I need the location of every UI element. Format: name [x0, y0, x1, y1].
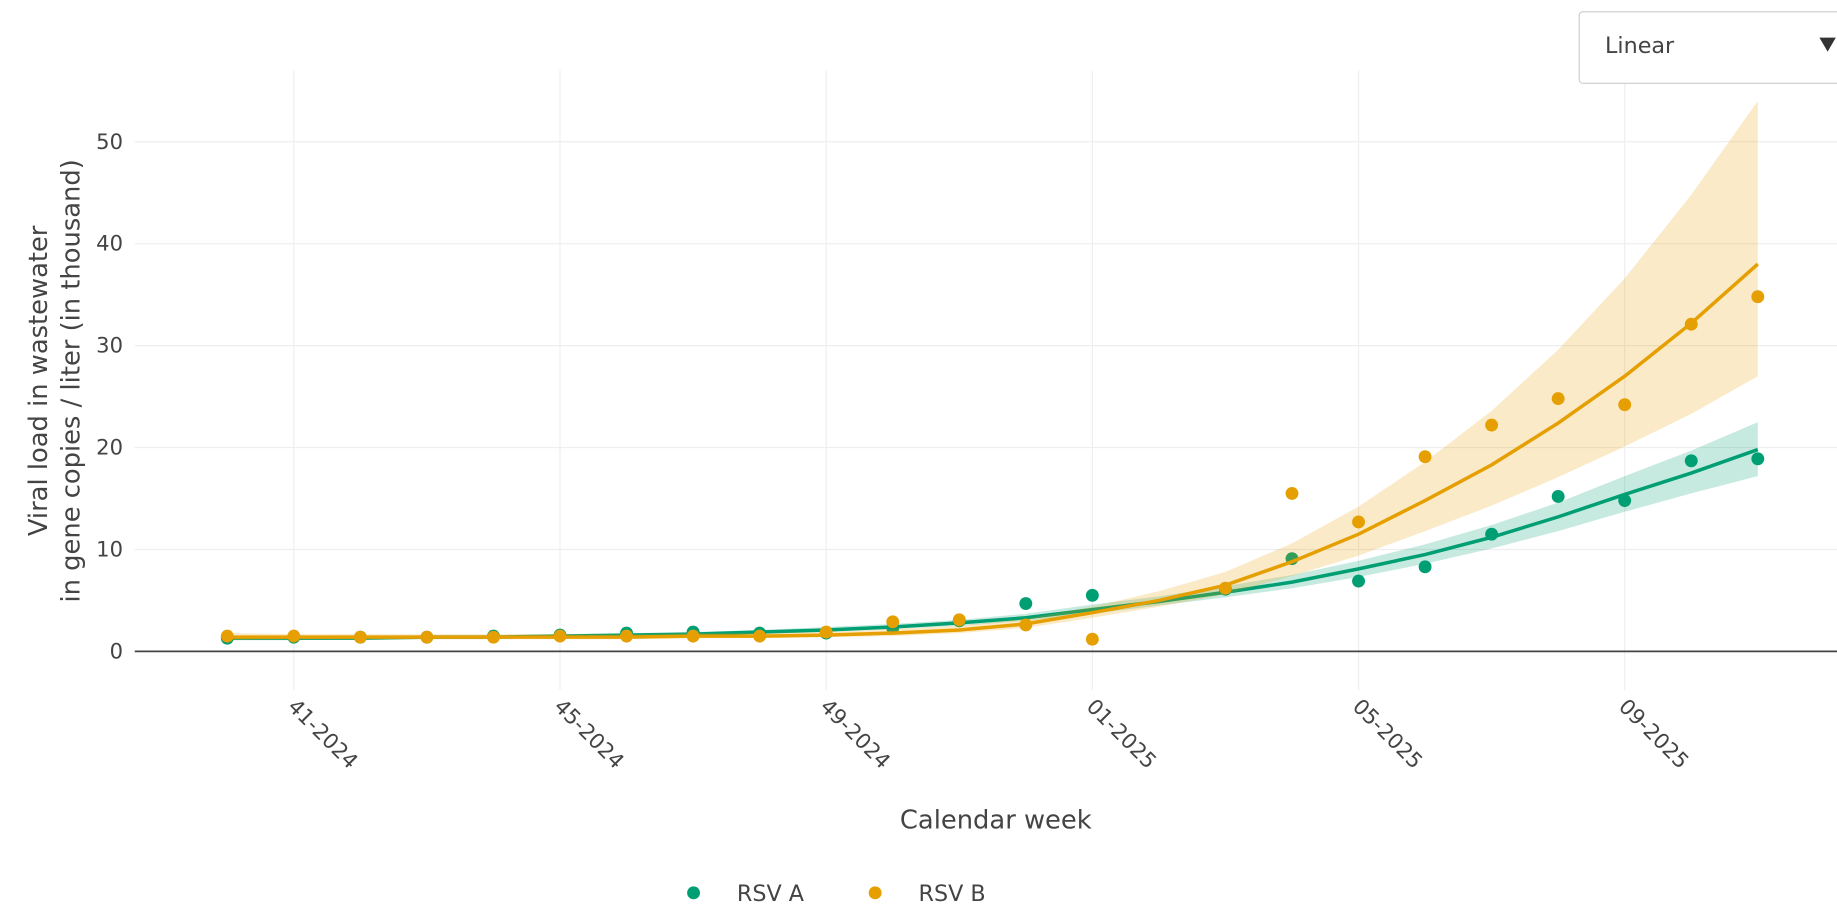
- legend-label: RSV A: [737, 881, 805, 907]
- y-tick-label: 50: [96, 129, 123, 154]
- data-point: [1485, 418, 1499, 432]
- data-point: [1684, 317, 1698, 331]
- confidence-band: [227, 100, 1758, 641]
- data-point: [553, 629, 567, 643]
- y-tick-label: 10: [96, 537, 123, 562]
- dropdown-label[interactable]: Linear: [1605, 33, 1675, 59]
- legend-marker: [868, 886, 882, 900]
- data-point: [420, 630, 434, 644]
- data-point: [1019, 618, 1033, 632]
- x-tick-label: 45-2024: [549, 694, 629, 774]
- data-point: [1418, 450, 1432, 464]
- data-point: [1019, 597, 1033, 610]
- data-point: [220, 629, 234, 643]
- data-point: [1085, 588, 1099, 602]
- y-tick-label: 40: [96, 231, 123, 256]
- x-tick-label: 41-2024: [283, 694, 363, 774]
- data-point: [1751, 290, 1765, 304]
- data-point: [952, 613, 966, 627]
- dropdown-box[interactable]: [1578, 11, 1837, 84]
- x-tick-label: 09-2025: [1614, 694, 1694, 774]
- x-tick-label: 49-2024: [816, 694, 896, 774]
- x-tick-label: 05-2025: [1348, 694, 1428, 774]
- data-point: [487, 630, 500, 644]
- legend-marker: [687, 886, 701, 900]
- data-point: [686, 629, 700, 643]
- data-point: [886, 615, 900, 629]
- x-tick-label: 01-2025: [1082, 694, 1162, 774]
- data-point: [1085, 632, 1099, 646]
- data-point: [1618, 494, 1632, 508]
- y-axis-title: in gene copies / liter (in thousand): [57, 159, 87, 602]
- fit-line: [227, 262, 1759, 639]
- y-tick-label: 30: [96, 333, 123, 358]
- x-axis-title: Calendar week: [900, 805, 1092, 835]
- data-point: [1418, 560, 1432, 574]
- y-tick-label: 20: [96, 435, 123, 460]
- data-point: [1751, 452, 1765, 466]
- data-point: [620, 629, 633, 643]
- data-point: [1352, 574, 1365, 588]
- data-point: [1485, 527, 1499, 541]
- data-point: [1285, 486, 1299, 500]
- y-tick-label: 0: [110, 638, 123, 663]
- data-point: [1551, 392, 1565, 406]
- dropdown-arrow[interactable]: [1819, 37, 1836, 52]
- plot-area: 41-2024 45-2024 49-2024 01-2025 05-2025 09-20…: [96, 70, 1837, 774]
- data-point: [1219, 581, 1232, 595]
- data-point: [1618, 398, 1632, 412]
- legend-label: RSV B: [919, 881, 986, 907]
- dropdown[interactable]: Linear: [1578, 11, 1837, 84]
- data-point: [1352, 515, 1365, 529]
- data-point: [1551, 490, 1565, 503]
- y-axis-title: Viral load in wastewater: [24, 225, 54, 536]
- data-point: [1684, 454, 1698, 468]
- data-point: [819, 625, 833, 639]
- data-point: [753, 629, 767, 643]
- data-point: [287, 629, 301, 643]
- data-point: [353, 630, 367, 644]
